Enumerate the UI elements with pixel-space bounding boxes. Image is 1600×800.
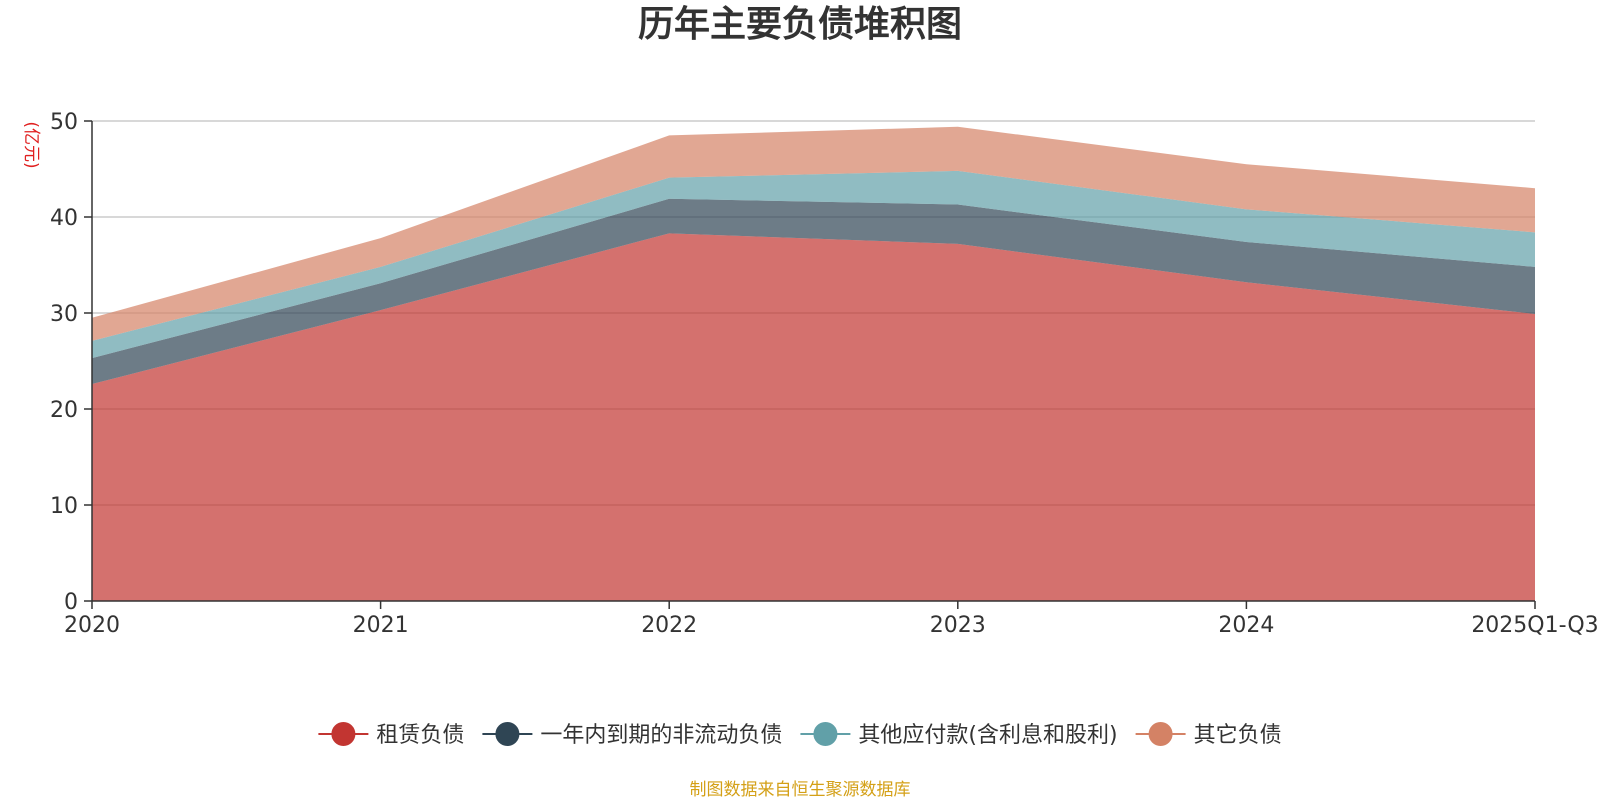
x-tick-label: 2020 [64,613,120,638]
area-series-4 [92,126,1535,341]
y-tick-label: 20 [50,398,78,423]
chart-title: 历年主要负债堆积图 [638,4,962,45]
axes: 0 10 20 30 40 50 2020 2021 2022 2023 2024 2025Q1-Q3 [50,110,1599,638]
legend-marker [331,722,356,746]
legend-label: 租赁负债 [376,723,464,748]
area-series-group [92,126,1535,601]
legend-marker [495,722,520,746]
x-tick-label: 2022 [641,613,697,638]
legend-label: 一年内到期的非流动负债 [540,723,782,748]
x-tick-label: 2025Q1-Q3 [1471,613,1598,638]
area-series-1 [92,233,1535,601]
legend-marker [1148,722,1173,746]
y-tick-label: 50 [50,110,78,135]
source-note: 制图数据来自恒生聚源数据库 [690,780,911,800]
y-tick-label: 10 [50,494,78,519]
x-tick-label: 2021 [353,613,409,638]
y-tick-label: 40 [50,206,78,231]
legend-marker [813,722,838,746]
legend-label: 其它负债 [1194,723,1282,748]
area-series-3 [92,170,1535,359]
y-axis-unit-label: (亿元) [21,121,41,168]
y-tick-label: 0 [64,590,78,615]
x-tick-label: 2023 [930,613,986,638]
legend[interactable]: 租赁负债 一年内到期的非流动负债 其他应付款(含利息和股利) 其它负债 [318,722,1282,748]
legend-label: 其他应付款(含利息和股利) [858,723,1117,748]
legend-item-3[interactable]: 其他应付款(含利息和股利) [800,722,1118,748]
area-series-2 [92,198,1535,385]
legend-item-1[interactable]: 租赁负债 [318,722,464,748]
legend-item-4[interactable]: 其它负债 [1135,722,1282,748]
legend-item-2[interactable]: 一年内到期的非流动负债 [482,722,782,748]
x-tick-label: 2024 [1218,613,1274,638]
y-tick-label: 30 [50,302,78,327]
